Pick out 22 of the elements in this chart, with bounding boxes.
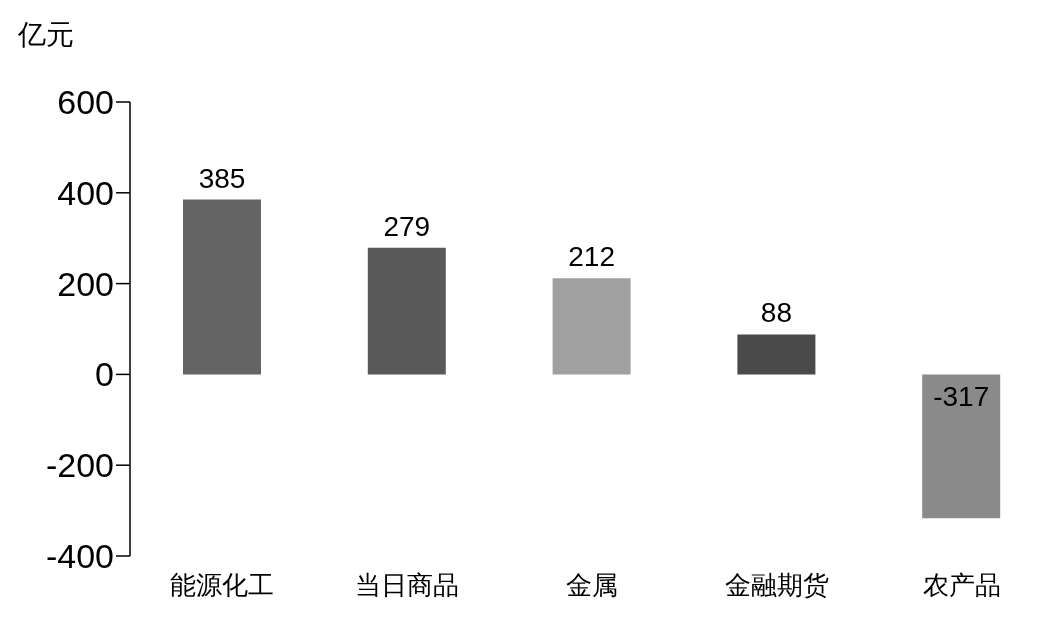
- y-tick-label: 200: [57, 264, 114, 303]
- data-label: -317: [933, 381, 990, 413]
- bar: [922, 374, 1001, 519]
- x-tick-label: 当日商品: [355, 570, 460, 601]
- data-label: 385: [198, 162, 246, 194]
- bar: [183, 199, 261, 375]
- y-tick-label: -400: [45, 537, 114, 576]
- y-axis-title: 亿元: [18, 18, 74, 52]
- data-label: 212: [568, 241, 615, 273]
- bar: [367, 247, 446, 375]
- y-tick-label: 600: [57, 83, 114, 122]
- data-label: 279: [383, 210, 431, 242]
- x-tick-label: 金融期货: [724, 570, 829, 601]
- x-tick-label: 金属: [566, 570, 618, 601]
- y-tick-label: 0: [95, 355, 114, 394]
- y-tick-label: -200: [45, 446, 114, 485]
- x-tick-label: 能源化工: [170, 570, 275, 601]
- x-tick-label: 农产品: [922, 570, 1001, 601]
- bar: [737, 334, 816, 375]
- bar: [552, 278, 631, 375]
- data-label: 88: [760, 297, 792, 329]
- y-tick-label: 400: [57, 173, 114, 212]
